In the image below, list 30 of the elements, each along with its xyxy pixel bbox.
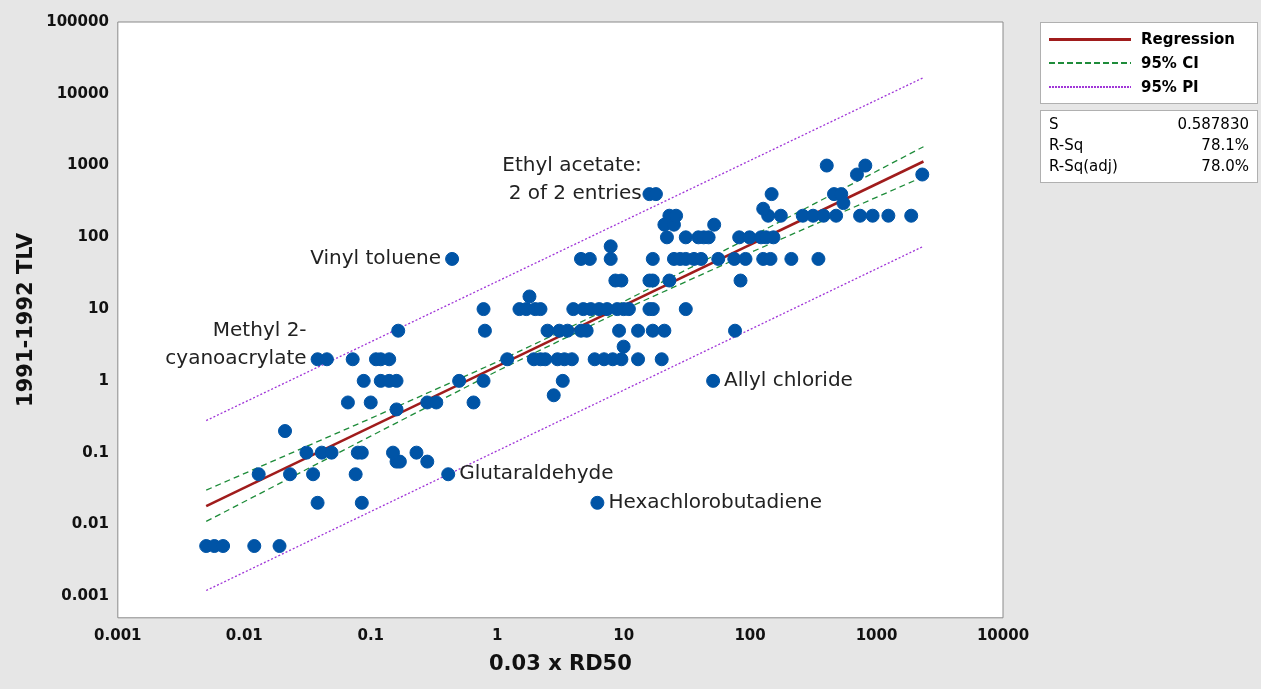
y-tick-label: 10 bbox=[87, 298, 109, 317]
y-tick-label: 100 bbox=[77, 227, 109, 246]
annotation: Glutaraldehyde bbox=[459, 460, 614, 485]
annotation: Allyl chloride bbox=[724, 367, 853, 392]
y-tick-label: 1 bbox=[98, 370, 109, 389]
text: S 0.587830 bbox=[1049, 115, 1249, 133]
x-axis-title: 0.03 x RD50 bbox=[489, 650, 632, 675]
annotation: Hexachlorobutadiene bbox=[608, 489, 822, 514]
annotation: Ethyl acetate: 2 of 2 entries bbox=[502, 152, 642, 205]
y-tick-label: 0.001 bbox=[61, 586, 109, 605]
x-tick-label: 10 bbox=[613, 625, 635, 644]
y-tick-label: 100000 bbox=[46, 11, 109, 30]
text: R-Sq 78.1% bbox=[1049, 136, 1249, 154]
legend-label: Regression bbox=[1141, 30, 1236, 48]
x-tick-label: 10000 bbox=[976, 625, 1030, 644]
x-tick-label: 0.1 bbox=[357, 625, 385, 644]
text: R-Sq(adj) 78.0% bbox=[1049, 157, 1249, 175]
x-tick-label: 1000 bbox=[855, 625, 898, 644]
x-tick-label: 1 bbox=[491, 625, 503, 644]
y-tick-label: 10000 bbox=[56, 83, 109, 102]
y-tick-label: 0.01 bbox=[71, 514, 109, 533]
legend-label: 95% PI bbox=[1141, 78, 1200, 96]
x-tick-label: 100 bbox=[734, 625, 766, 644]
annotation: Methyl 2- cyanoacrylate bbox=[165, 317, 307, 370]
legend-label: 95% CI bbox=[1141, 54, 1200, 72]
y-axis-title: 1991-1992 TLV bbox=[13, 232, 38, 407]
annotation: Vinyl toluene bbox=[310, 245, 442, 270]
x-tick-label: 0.01 bbox=[225, 625, 263, 644]
y-tick-label: 1000 bbox=[67, 155, 109, 174]
y-tick-label: 0.1 bbox=[82, 442, 109, 461]
